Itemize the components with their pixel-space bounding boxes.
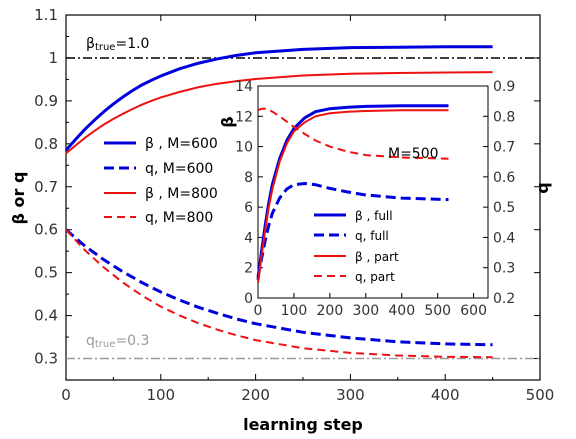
y-tick-label: 1.1 [34,6,58,24]
main-series-line-3 [65,229,493,359]
inset-annotation: M=500 [388,146,439,162]
main-series-line-1 [65,228,493,347]
inset-left-tick-label: 12 [235,109,253,125]
legend-label-q-m800: q, M=800 [145,210,213,226]
main-series-line-0 [64,45,493,152]
inset-legend-label-q-part: q, part [355,270,395,284]
y-axis-title: β or q [9,172,28,225]
inset-x-tick-label: 0 [254,303,263,319]
inset-axis-ticks: 0 100 200 300 400 500 600 0 2 4 6 8 10 12 14 0.2 0.3 0.4 0… [235,79,515,319]
inset-right-axis-title: q [533,182,552,193]
x-tick-label: 300 [336,386,365,404]
inset-legend-entry-beta-part: β , part [314,250,399,264]
inset-x-tick-label: 200 [317,303,344,319]
y-tick-label: 0.8 [34,135,58,153]
inset-left-tick-label: 8 [244,170,253,186]
inset-left-axis-title: β [218,116,237,127]
inset-right-tick-label: 0.5 [493,200,515,216]
beta-true-label: βtrue=1.0 [86,36,149,53]
inset-series-line-3 [257,107,449,160]
legend-label-beta-m800: β , M=800 [145,186,218,202]
inset-x-tick-label: 500 [424,303,451,319]
inset-right-tick-label: 0.6 [493,170,515,186]
inset-left-tick-label: 0 [244,291,253,307]
inset-x-tick-label: 300 [352,303,379,319]
y-tick-label: 0.7 [34,178,58,196]
q-true-label: qtrue=0.3 [86,333,149,350]
inset-legend-entry-beta-full: β , full [314,209,393,223]
inset-left-tick-label: 2 [244,261,253,277]
inset-right-tick-label: 0.8 [493,109,515,125]
legend-entry-q-m800: q, M=800 [104,210,213,226]
main-plot-series [64,45,493,359]
x-axis-title: learning step [243,415,363,434]
x-tick-label: 200 [241,386,270,404]
inset-legend: β , full q, full β , part q, part [314,209,399,284]
y-tick-label: 0.4 [34,307,58,325]
main-series-line-2 [65,71,493,155]
inset-plot-series [256,104,449,284]
legend-label-beta-m600: β , M=600 [145,136,218,152]
inset-left-tick-label: 6 [244,200,253,216]
inset-legend-label-beta-part: β , part [355,250,399,264]
x-tick-label: 500 [526,386,555,404]
inset-left-tick-label: 14 [235,79,253,95]
inset-x-tick-label: 400 [388,303,415,319]
y-tick-label: 0.6 [34,221,58,239]
legend-entry-q-m600: q, M=600 [104,161,213,177]
legend-label-q-m600: q, M=600 [145,161,213,177]
inset-legend-entry-q-full: q, full [314,229,389,243]
legend-entry-beta-m800: β , M=800 [104,186,218,202]
main-reference-lines [66,57,540,360]
x-tick-label: 100 [146,386,175,404]
inset-right-tick-label: 0.9 [493,79,515,95]
inset-right-tick-label: 0.4 [493,230,515,246]
inset-x-tick-label: 600 [460,303,487,319]
inset-series-line-2 [257,109,449,284]
y-tick-label: 1 [48,49,58,67]
y-tick-label: 0.5 [34,264,58,282]
inset-right-tick-label: 0.7 [493,140,515,156]
inset-series-line-1 [256,181,449,278]
inset-x-tick-label: 100 [281,303,308,319]
y-tick-label: 0.3 [34,350,58,368]
main-axis-ticks: 0 100 200 300 400 5000.30.40.50.60.70.80.911.… [34,6,554,404]
inset-right-tick-label: 0.3 [493,261,515,277]
x-tick-label: 0 [61,386,71,404]
inset-legend-entry-q-part: q, part [314,270,395,284]
inset-right-tick-label: 0.2 [493,291,515,307]
x-tick-label: 400 [431,386,460,404]
inset-legend-label-beta-full: β , full [355,209,393,223]
main-legend: β , M=600 q, M=600 β , M=800 q, M=800 [104,136,218,226]
y-tick-label: 0.9 [34,92,58,110]
inset-plot-frame [257,85,489,299]
inset-legend-label-q-full: q, full [355,229,389,243]
inset-left-tick-label: 10 [235,140,253,156]
inset-left-tick-label: 4 [244,230,253,246]
legend-entry-beta-m600: β , M=600 [104,136,218,152]
